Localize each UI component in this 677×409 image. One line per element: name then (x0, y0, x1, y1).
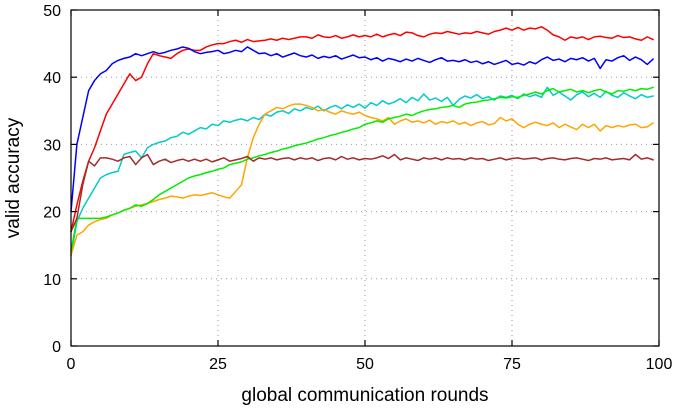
grid-lines (71, 10, 659, 346)
x-tick-label: 0 (67, 356, 76, 373)
axis-ticks (70, 9, 660, 347)
tick-labels: 0 25 50 75 100 0 10 20 30 40 50 (43, 3, 672, 373)
x-tick-label: 100 (646, 356, 673, 373)
x-tick-label: 75 (503, 356, 521, 373)
series-line-4 (70, 103, 654, 257)
y-tick-label: 50 (43, 3, 61, 20)
series-lines (70, 26, 654, 257)
y-tick-label: 30 (43, 137, 61, 154)
y-tick-label: 20 (43, 205, 61, 222)
x-tick-label: 25 (209, 356, 227, 373)
y-tick-label: 40 (43, 70, 61, 87)
y-tick-label: 10 (43, 272, 61, 289)
series-line-5 (70, 86, 654, 253)
y-tick-label: 0 (52, 339, 61, 356)
series-line-3 (70, 86, 654, 257)
y-axis-title: valid accuracy (3, 117, 24, 238)
series-line-2 (70, 46, 654, 213)
series-line-1 (70, 26, 654, 233)
series-line-6 (70, 153, 654, 233)
x-tick-label: 50 (356, 356, 374, 373)
x-axis-title: global communication rounds (241, 385, 488, 406)
